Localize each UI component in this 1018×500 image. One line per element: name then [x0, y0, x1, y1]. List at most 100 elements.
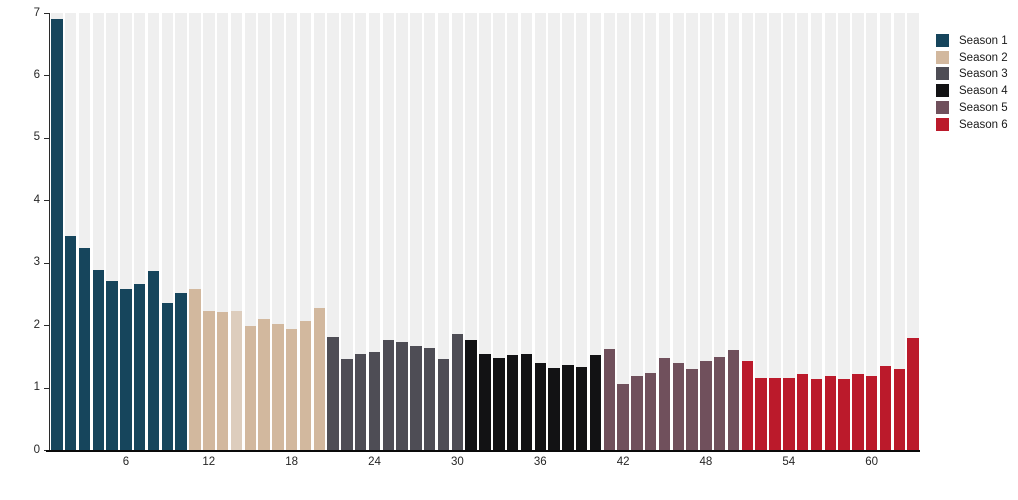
bar-episode-8-season-1 [147, 270, 160, 450]
y-axis-tick [44, 262, 49, 264]
background-stripe [520, 13, 533, 450]
legend-swatch [936, 117, 949, 131]
legend-label: Season 1 [959, 35, 1008, 47]
legend-label: Season 4 [959, 85, 1008, 98]
background-stripe [106, 13, 118, 450]
background-stripe [244, 13, 256, 450]
x-axis-label: 60 [865, 456, 879, 468]
legend-label: Season 5 [959, 101, 1008, 114]
background-stripe [493, 13, 505, 450]
y-axis-label: 6 [33, 68, 40, 81]
bar-episode-31-season-4 [465, 339, 477, 450]
legend-swatch [936, 100, 949, 114]
y-axis-tick [44, 387, 49, 389]
bar-episode-4-season-1 [92, 270, 105, 450]
background-stripe [907, 13, 919, 450]
bar-episode-6-season-1 [120, 288, 132, 450]
x-axis-label: 54 [782, 456, 796, 468]
x-axis-label: 24 [368, 456, 381, 468]
bar-episode-60-season-6 [865, 375, 878, 450]
y-axis-label: 3 [33, 256, 40, 269]
background-stripe [838, 13, 850, 450]
bar-episode-37-season-4 [548, 367, 560, 450]
x-axis-spine [46, 450, 920, 452]
bar-episode-28-season-3 [424, 347, 436, 450]
y-axis-tick [44, 137, 49, 139]
background-stripe [741, 13, 754, 450]
x-axis-label: 42 [616, 456, 630, 468]
x-axis-label: 36 [533, 456, 547, 468]
bar-episode-45-season-5 [658, 358, 671, 450]
background-stripe [272, 13, 284, 450]
bar-episode-50-season-5 [727, 350, 740, 450]
background-stripe [769, 13, 781, 450]
background-stripe [465, 13, 477, 450]
background-stripe [727, 13, 740, 450]
y-axis-label: 0 [33, 443, 40, 456]
background-stripe [603, 13, 615, 450]
y-axis-spine [49, 13, 50, 450]
background-stripe [645, 13, 657, 450]
background-stripe [258, 13, 270, 450]
background-stripe [631, 13, 643, 450]
background-stripe [285, 13, 298, 450]
bar-episode-44-season-5 [645, 373, 657, 450]
background-stripe [78, 13, 91, 450]
background-stripe [134, 13, 146, 450]
bar-episode-27-season-3 [410, 346, 422, 450]
y-axis-label: 5 [33, 131, 40, 144]
bar-episode-18-season-2 [285, 328, 298, 450]
bar-episode-57-season-6 [824, 376, 836, 450]
legend-label: Season 2 [959, 51, 1008, 64]
background-stripe [700, 13, 712, 450]
bar-episode-42-season-5 [617, 383, 629, 450]
bar-episode-61-season-6 [879, 366, 892, 450]
bar-episode-56-season-6 [810, 379, 823, 450]
bar-episode-38-season-4 [562, 365, 574, 450]
bar-episode-20-season-2 [313, 308, 325, 450]
bar-episode-5-season-1 [106, 281, 118, 450]
x-axis-label: 48 [699, 456, 713, 468]
background-stripe [147, 13, 160, 450]
background-stripe [534, 13, 546, 450]
bar-episode-16-season-2 [258, 318, 270, 450]
bar-episode-48-season-5 [700, 361, 712, 450]
background-stripe [479, 13, 491, 450]
background-stripe [327, 13, 339, 450]
background-stripe [410, 13, 422, 450]
background-stripe [216, 13, 229, 450]
bar-episode-63-season-6 [907, 338, 919, 450]
bar-episode-43-season-5 [631, 375, 643, 450]
bar-episode-41-season-5 [603, 349, 615, 450]
bar-episode-17-season-2 [272, 323, 284, 450]
y-axis-label: 1 [33, 381, 40, 394]
bar-episode-22-season-3 [341, 358, 353, 450]
background-stripe [203, 13, 215, 450]
bar-episode-33-season-4 [493, 358, 505, 450]
bar-episode-52-season-6 [755, 378, 767, 450]
bar-episode-26-season-3 [396, 341, 408, 450]
legend-swatch [936, 84, 949, 98]
x-axis-label: 6 [122, 456, 130, 468]
background-stripe [562, 13, 574, 450]
legend-swatch [936, 67, 949, 81]
bar-episode-58-season-6 [838, 378, 850, 450]
y-axis-label: 4 [33, 193, 40, 206]
background-stripe [686, 13, 698, 450]
bar-episode-15-season-2 [244, 326, 256, 450]
bar-episode-34-season-4 [506, 355, 519, 450]
background-stripe [396, 13, 408, 450]
background-stripe [865, 13, 878, 450]
background-stripe [575, 13, 588, 450]
bar-episode-55-season-6 [796, 374, 809, 450]
y-axis-tick [44, 200, 49, 202]
background-stripe [175, 13, 187, 450]
bar-episode-29-season-3 [437, 358, 450, 450]
bar-episode-49-season-5 [714, 356, 726, 450]
background-stripe [617, 13, 629, 450]
bar-episode-2-season-1 [65, 235, 77, 450]
bar-episode-3-season-1 [78, 247, 91, 450]
bar-episode-19-season-2 [299, 320, 312, 450]
background-stripe [424, 13, 436, 450]
